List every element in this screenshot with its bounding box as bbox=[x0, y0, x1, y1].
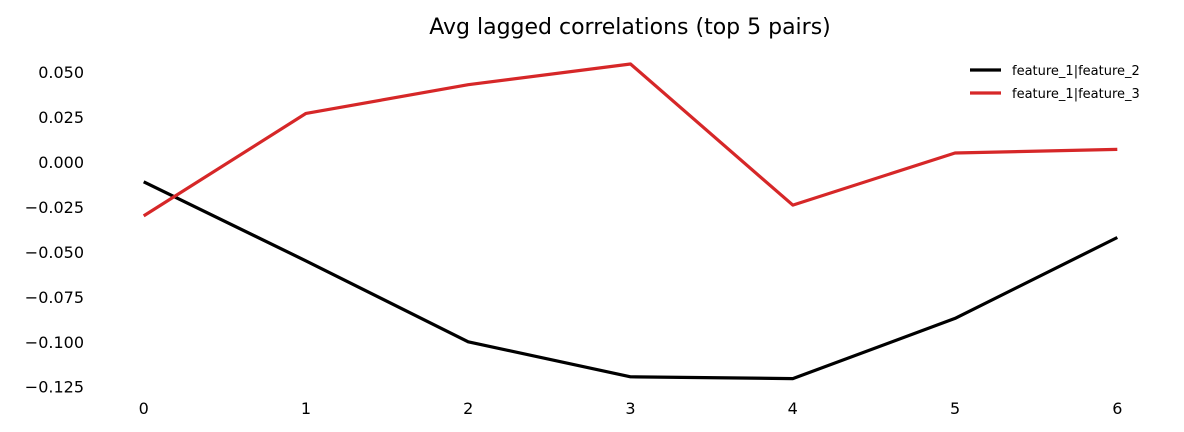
y-axis-ticks: 0.050 0.025 0.000 −0.025 −0.050 −0.075 −0.100 −… bbox=[25, 63, 84, 397]
x-tick-label: 1 bbox=[301, 399, 311, 418]
y-tick-label: −0.025 bbox=[25, 198, 84, 217]
x-tick-label: 2 bbox=[463, 399, 473, 418]
legend-label-series-2: feature_1|feature_3 bbox=[1012, 87, 1140, 102]
x-tick-label: 3 bbox=[625, 399, 635, 418]
x-tick-label: 4 bbox=[788, 399, 798, 418]
y-tick-label: −0.100 bbox=[25, 333, 84, 352]
x-tick-label: 0 bbox=[139, 399, 149, 418]
x-tick-label: 6 bbox=[1112, 399, 1122, 418]
y-tick-label: −0.050 bbox=[25, 243, 84, 262]
series-line-2 bbox=[142, 62, 1118, 218]
legend: feature_1|feature_2 feature_1|feature_3 bbox=[970, 64, 1140, 102]
y-tick-label: −0.125 bbox=[25, 378, 84, 397]
legend-label-series-1: feature_1|feature_2 bbox=[1012, 64, 1140, 79]
series-lines bbox=[142, 62, 1119, 381]
x-tick-label: 5 bbox=[950, 399, 960, 418]
series-line-1 bbox=[142, 180, 1119, 381]
y-tick-label: −0.075 bbox=[25, 288, 84, 307]
y-tick-label: 0.050 bbox=[38, 63, 84, 82]
chart-title: Avg lagged correlations (top 5 pairs) bbox=[429, 15, 831, 40]
x-axis-ticks: 0 1 2 3 4 5 6 bbox=[139, 399, 1123, 418]
y-tick-label: 0.000 bbox=[38, 153, 84, 172]
y-tick-label: 0.025 bbox=[38, 108, 84, 127]
